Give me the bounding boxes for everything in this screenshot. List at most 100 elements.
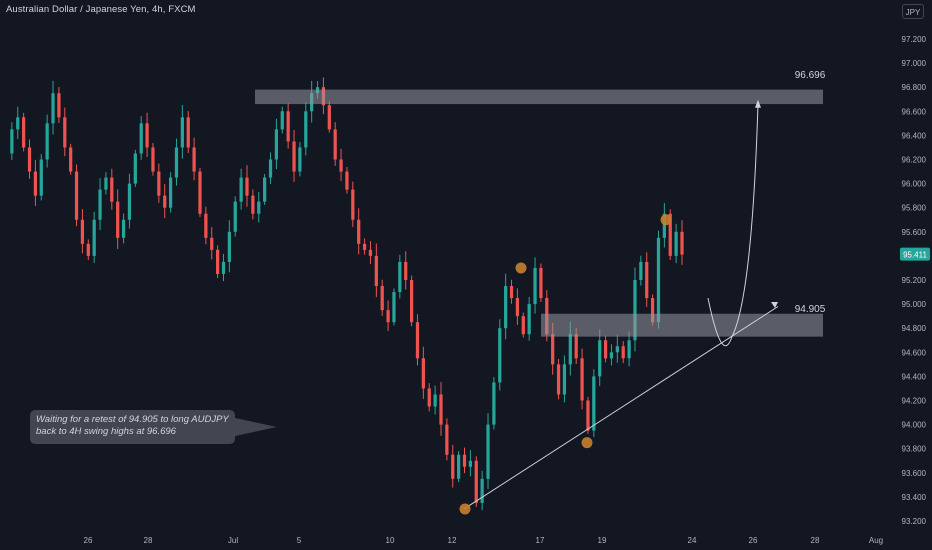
candle-body [656,237,661,323]
candle [339,148,343,182]
candle [362,238,367,255]
symbol-title[interactable]: Australian Dollar / Japanese Yen, 4h, FX… [6,4,196,15]
candle-body [392,292,396,323]
candle-body [433,394,437,407]
candle-body [74,171,79,220]
candle [586,396,590,434]
candle-body [351,189,355,220]
candle [521,312,525,338]
y-tick-label: 93.800 [902,445,927,454]
candle-body [145,123,149,148]
candle [345,167,349,194]
y-tick-label: 94.800 [902,324,927,333]
candle [27,139,32,179]
candle [63,107,67,157]
candle [92,211,96,264]
candle [409,275,414,327]
level-label: 96.696 [795,70,826,81]
swing-point-marker [459,503,471,515]
candle-body [398,261,402,293]
candle [351,181,355,227]
candle-body [16,117,20,130]
candle [227,220,231,273]
x-tick-label: 19 [598,536,607,545]
candle [674,223,678,264]
candle-body [239,177,243,202]
candle-body [451,454,455,479]
candle [33,160,38,207]
candle [639,255,643,286]
candle [656,230,661,329]
candle [509,279,514,304]
candle-body [386,310,390,323]
candle [86,239,90,260]
y-tick-label: 95.600 [902,228,927,237]
y-tick-label: 96.600 [902,107,927,116]
candle-body [439,394,443,425]
candle-body [521,316,525,335]
candle [562,355,567,403]
candle-body [204,213,208,238]
candle-body [633,280,637,341]
candle-body [139,123,143,154]
x-tick-label: 26 [749,536,758,545]
y-tick-label: 93.400 [902,493,927,502]
candle [451,444,455,488]
candle [609,344,614,366]
candle [98,178,102,231]
candle-body [292,141,296,172]
candle [598,329,602,386]
candle-body [609,352,614,359]
y-tick-label: 97.200 [902,35,927,44]
y-tick-label: 96.000 [902,180,927,189]
candle [139,116,143,160]
candle-body [286,111,290,142]
candle-body [274,129,279,160]
candle-body [22,117,26,148]
candle-body [457,454,461,479]
candle-body [474,460,478,503]
candle [110,168,114,210]
candle-body [533,267,537,305]
y-tick-label: 97.000 [902,59,927,68]
candle-body [468,460,472,467]
candle [615,334,619,363]
candle [662,203,666,248]
y-tick-label: 94.000 [902,421,927,430]
candle-body [69,147,73,172]
candle [415,314,420,366]
candle [145,112,149,158]
candle-body [462,454,467,467]
candle-body [39,159,43,196]
candle-body [263,177,267,202]
candle-body [233,201,237,232]
candle [457,451,461,483]
candle [292,129,296,182]
candle-body [216,249,220,274]
note-line-2: back to 4H swing highs at 96.696 [36,426,176,437]
candle [257,191,261,223]
candle [10,122,14,160]
candle [468,450,472,477]
candle-body [421,358,425,389]
note-callout[interactable]: Waiting for a retest of 94.905 to long A… [30,410,235,444]
candle-body [98,189,102,220]
candle-body [345,171,349,190]
y-tick-label: 94.200 [902,397,927,406]
candle-body [380,286,384,311]
candle-body [368,249,373,256]
y-tick-label: 96.800 [902,83,927,92]
candle [22,112,26,152]
candle-body [210,237,214,250]
candle-body [568,334,572,365]
candle [245,165,249,207]
currency-button[interactable]: JPY [902,4,924,19]
y-tick-label: 94.600 [902,348,927,357]
candle-body [192,147,196,172]
candle-body [245,177,249,196]
last-price-label: 95.411 [903,251,927,260]
candle [368,241,373,264]
candle [357,208,361,255]
candle-body [280,111,284,130]
